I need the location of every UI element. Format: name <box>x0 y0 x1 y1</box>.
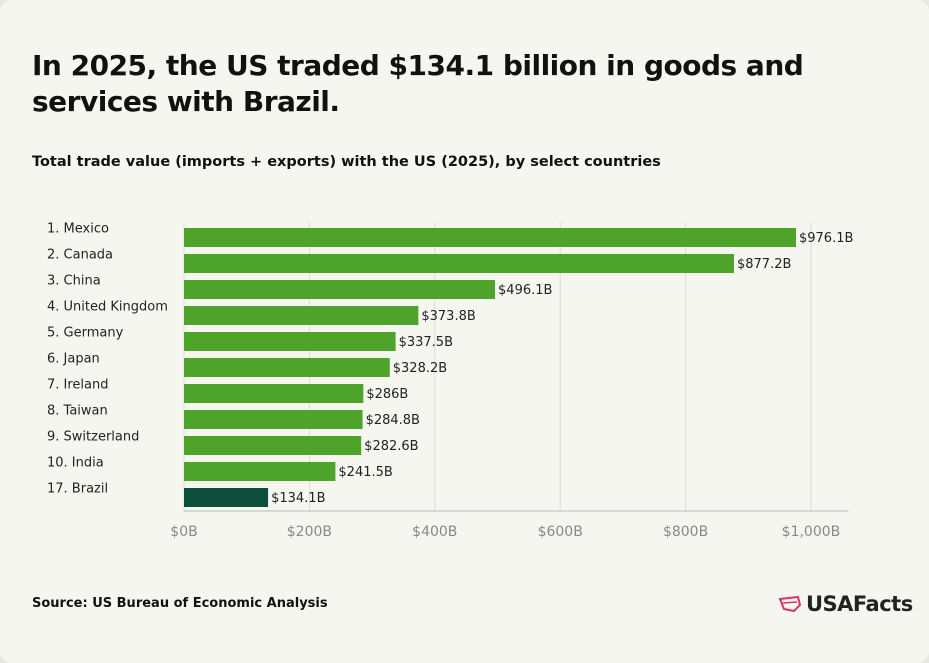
value-label: $877.2B <box>737 257 791 272</box>
value-label: $286B <box>366 387 408 402</box>
bar <box>184 462 336 481</box>
chart-title: In 2025, the US traded $134.1 billion in… <box>32 49 804 118</box>
category-label: 4. United Kingdom <box>47 300 168 315</box>
value-label: $328.2B <box>393 361 447 376</box>
category-label: 6. Japan <box>47 352 100 367</box>
x-tick-label: $800B <box>663 524 708 540</box>
category-label: 10. India <box>47 456 104 471</box>
category-label: 8. Taiwan <box>47 404 108 419</box>
bar <box>184 436 362 455</box>
x-tick-label: $1,000B <box>782 524 841 540</box>
chart-subtitle: Total trade value (imports + exports) wi… <box>32 154 661 170</box>
category-label: 9. Switzerland <box>47 430 139 445</box>
value-label: $241.5B <box>338 465 392 480</box>
bar <box>184 254 734 273</box>
value-label: $282.6B <box>364 439 418 454</box>
value-label: $496.1B <box>498 283 552 298</box>
value-label: $284.8B <box>366 413 420 428</box>
logo-icon <box>778 595 802 613</box>
category-label: 5. Germany <box>47 326 124 341</box>
bar <box>184 306 419 325</box>
bar <box>184 228 796 247</box>
category-label: 7. Ireland <box>47 378 109 393</box>
bar <box>184 280 496 299</box>
x-tick-label: $0B <box>170 524 197 540</box>
x-tick-label: $400B <box>412 524 457 540</box>
bar <box>184 332 396 351</box>
category-label: 2. Canada <box>47 248 113 263</box>
bar <box>184 358 390 377</box>
category-label: 17. Brazil <box>47 482 108 497</box>
category-label: 1. Mexico <box>47 222 109 237</box>
value-label: $373.8B <box>421 309 475 324</box>
x-tick-label: $200B <box>287 524 332 540</box>
bar <box>184 384 364 403</box>
source: Source: US Bureau of Economic Analysis <box>32 596 328 611</box>
value-label: $134.1B <box>271 491 325 506</box>
value-label: $337.5B <box>399 335 453 350</box>
value-label: $976.1B <box>799 231 853 246</box>
category-label: 3. China <box>47 274 101 289</box>
brand: USAFacts <box>806 592 913 616</box>
bar <box>184 410 363 429</box>
x-tick-label: $600B <box>538 524 583 540</box>
bar <box>184 488 269 507</box>
